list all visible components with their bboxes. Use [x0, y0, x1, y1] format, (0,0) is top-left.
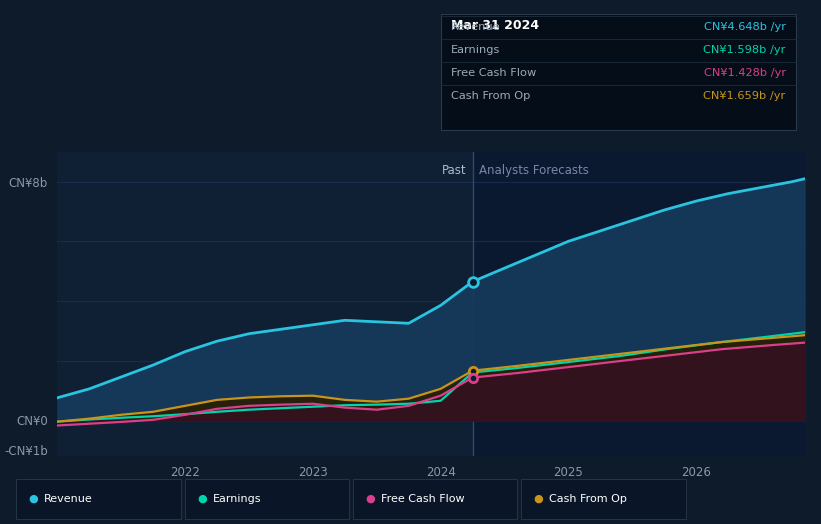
Text: Analysts Forecasts: Analysts Forecasts — [479, 164, 589, 177]
Text: Revenue: Revenue — [44, 494, 93, 504]
Text: ●: ● — [365, 494, 375, 504]
Text: Cash From Op: Cash From Op — [451, 91, 530, 101]
Text: CN¥1.428b /yr: CN¥1.428b /yr — [704, 68, 786, 78]
Text: Free Cash Flow: Free Cash Flow — [451, 68, 536, 78]
Text: Earnings: Earnings — [451, 45, 500, 55]
Text: ●: ● — [29, 494, 39, 504]
Text: CN¥1.598b /yr: CN¥1.598b /yr — [704, 45, 786, 55]
Text: ●: ● — [197, 494, 207, 504]
Text: CN¥1.659b /yr: CN¥1.659b /yr — [704, 91, 786, 101]
Text: Revenue: Revenue — [451, 22, 500, 32]
Text: Free Cash Flow: Free Cash Flow — [381, 494, 465, 504]
Bar — [57, 152, 473, 456]
Text: Mar 31 2024: Mar 31 2024 — [451, 19, 539, 32]
Text: Earnings: Earnings — [213, 494, 261, 504]
Text: CN¥4.648b /yr: CN¥4.648b /yr — [704, 22, 786, 32]
Text: ●: ● — [534, 494, 544, 504]
Text: Past: Past — [442, 164, 466, 177]
Bar — [473, 152, 805, 456]
Text: Cash From Op: Cash From Op — [549, 494, 627, 504]
